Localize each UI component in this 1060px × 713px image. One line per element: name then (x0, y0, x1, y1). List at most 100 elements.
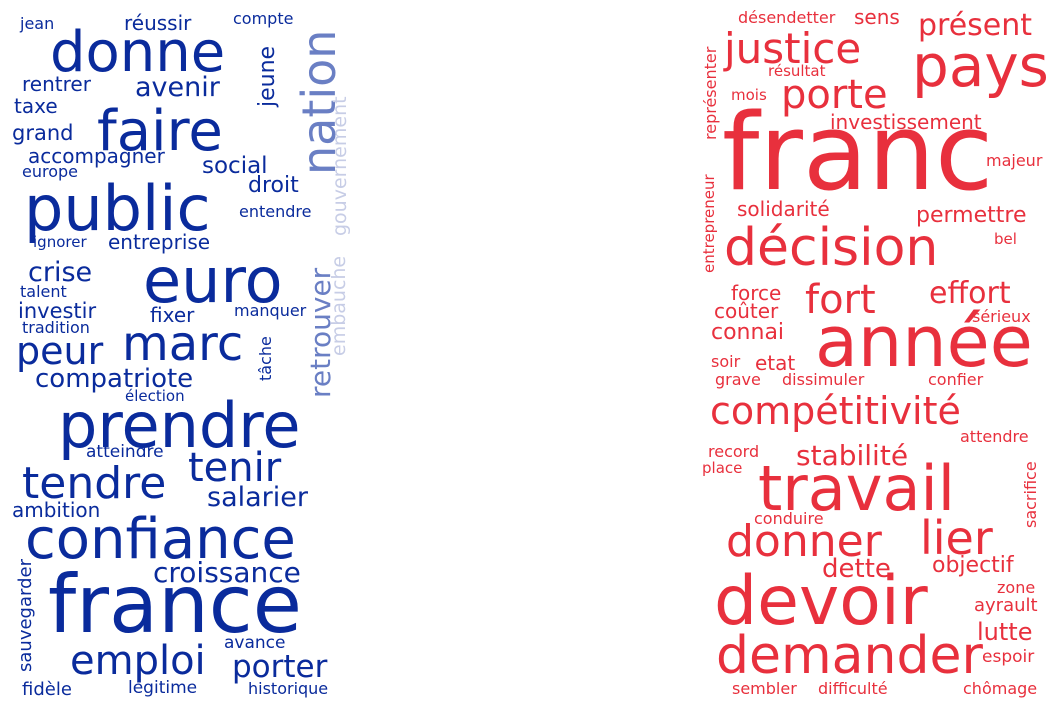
word: majeur (986, 151, 1043, 170)
word: prendre (58, 389, 301, 462)
word: tenir (188, 445, 282, 491)
word: entendre (239, 202, 312, 221)
word: place (702, 459, 743, 477)
word: jean (20, 14, 55, 33)
word: fixer (150, 303, 195, 327)
word: attendre (960, 427, 1029, 446)
word: porter (232, 649, 328, 685)
word: élection (125, 387, 185, 405)
word: avenir (135, 72, 220, 103)
word: historique (248, 679, 329, 698)
word: lutte (977, 618, 1033, 646)
word: france (48, 558, 302, 651)
word: présent (918, 8, 1033, 43)
word: avance (224, 633, 286, 653)
word: soir (711, 352, 741, 371)
word: fort (805, 277, 876, 323)
word: devoir (714, 562, 928, 641)
word: tendre (22, 458, 167, 509)
word: chômage (963, 679, 1038, 698)
word: donne (50, 20, 226, 85)
word-cloud-left: jean réussir compte donne jeune rentrer … (0, 0, 360, 713)
word: manquer (234, 301, 307, 320)
word: sérieux (972, 307, 1031, 326)
word: solidarité (737, 197, 830, 221)
word: accompagner (28, 144, 165, 168)
word: franc (722, 91, 994, 214)
word: espoir (982, 647, 1035, 667)
word: travail (758, 452, 955, 525)
word: lier (920, 511, 993, 565)
word: jeune (255, 45, 280, 107)
word: porte (781, 72, 888, 118)
word: investissement (830, 110, 982, 134)
word: légitime (128, 678, 198, 698)
word: compte (233, 9, 294, 28)
word: europe (22, 162, 78, 181)
word: sembler (732, 679, 797, 698)
word: grand (12, 121, 74, 145)
word: social (202, 153, 268, 179)
word: fidèle (22, 679, 72, 700)
word: mois (731, 86, 767, 104)
word: ignorer (33, 233, 87, 251)
word: marc (122, 316, 244, 372)
word: investir (18, 299, 97, 323)
word: taxe (14, 94, 58, 118)
word: atteindre (86, 442, 164, 462)
word: justice (724, 24, 862, 73)
word: force (731, 281, 782, 305)
word: grave (715, 370, 761, 389)
word: croissance (153, 556, 301, 589)
word: confier (928, 370, 984, 389)
word: coûter (714, 299, 779, 323)
word: donner (726, 516, 882, 567)
word: talent (20, 282, 67, 301)
word: représenter (701, 46, 720, 140)
word: record (708, 442, 760, 461)
word: résultat (768, 62, 826, 80)
word: rentrer (22, 72, 91, 96)
word: salarier (207, 482, 308, 513)
word: année (815, 301, 1033, 383)
word: sauvegarder (15, 559, 36, 672)
word: compétitivité (710, 389, 961, 433)
word: conduire (754, 509, 824, 528)
word: dissimuler (782, 370, 865, 389)
word: effort (929, 276, 1011, 311)
word: stabilité (796, 439, 909, 472)
word: crise (28, 257, 93, 288)
word: confiance (25, 507, 296, 572)
word: difficulté (818, 679, 888, 698)
word: etat (755, 351, 796, 375)
word: demander (716, 626, 983, 686)
word: dette (822, 554, 891, 584)
word: tâche (256, 336, 275, 381)
word: tradition (22, 318, 90, 337)
word: réussir (124, 11, 192, 35)
word: objectif (932, 553, 1014, 578)
word: embauche (328, 255, 350, 356)
word: gouvernement (329, 96, 351, 236)
word: peur (16, 329, 104, 373)
word-cloud-right: désendetter sens présent justice pays ré… (700, 0, 1060, 713)
word: ayrault (974, 595, 1038, 616)
word: emploi (70, 638, 206, 684)
word: entreprise (108, 230, 211, 254)
word: public (24, 172, 211, 245)
word: sens (854, 5, 900, 29)
word: désendetter (738, 8, 836, 27)
word: entrepreneur (700, 174, 718, 273)
word: décision (724, 218, 939, 278)
word: euro (143, 244, 283, 317)
word: connai (711, 320, 785, 345)
word: permettre (916, 203, 1027, 228)
word: compatriote (35, 364, 194, 394)
word: ambition (12, 498, 101, 522)
word: faire (97, 99, 223, 164)
word: bel (994, 230, 1017, 248)
word: pays (912, 32, 1049, 100)
word: sacrifice (1021, 461, 1040, 528)
word: droit (248, 173, 299, 198)
word: zone (997, 578, 1036, 597)
